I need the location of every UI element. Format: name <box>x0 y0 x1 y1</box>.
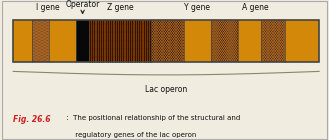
Bar <box>13 20 32 62</box>
Bar <box>261 20 285 62</box>
Bar <box>285 20 319 62</box>
Bar <box>238 20 261 62</box>
Bar <box>151 20 184 62</box>
Text: :  The positional relationship of the structural and: : The positional relationship of the str… <box>64 115 240 121</box>
Bar <box>184 20 211 62</box>
Text: Lac operon: Lac operon <box>145 85 187 94</box>
Text: I gene: I gene <box>36 3 60 12</box>
Text: regulatory genes of the lac operon: regulatory genes of the lac operon <box>64 132 196 138</box>
Bar <box>89 20 151 62</box>
Bar <box>13 20 319 62</box>
Bar <box>76 20 89 62</box>
Text: Z gene: Z gene <box>107 3 133 12</box>
Bar <box>32 20 49 62</box>
Text: Operator: Operator <box>65 0 100 9</box>
Bar <box>49 20 76 62</box>
Text: Fig. 26.6: Fig. 26.6 <box>13 115 51 124</box>
Text: A gene: A gene <box>242 3 268 12</box>
Bar <box>211 20 238 62</box>
Text: Y gene: Y gene <box>184 3 211 12</box>
